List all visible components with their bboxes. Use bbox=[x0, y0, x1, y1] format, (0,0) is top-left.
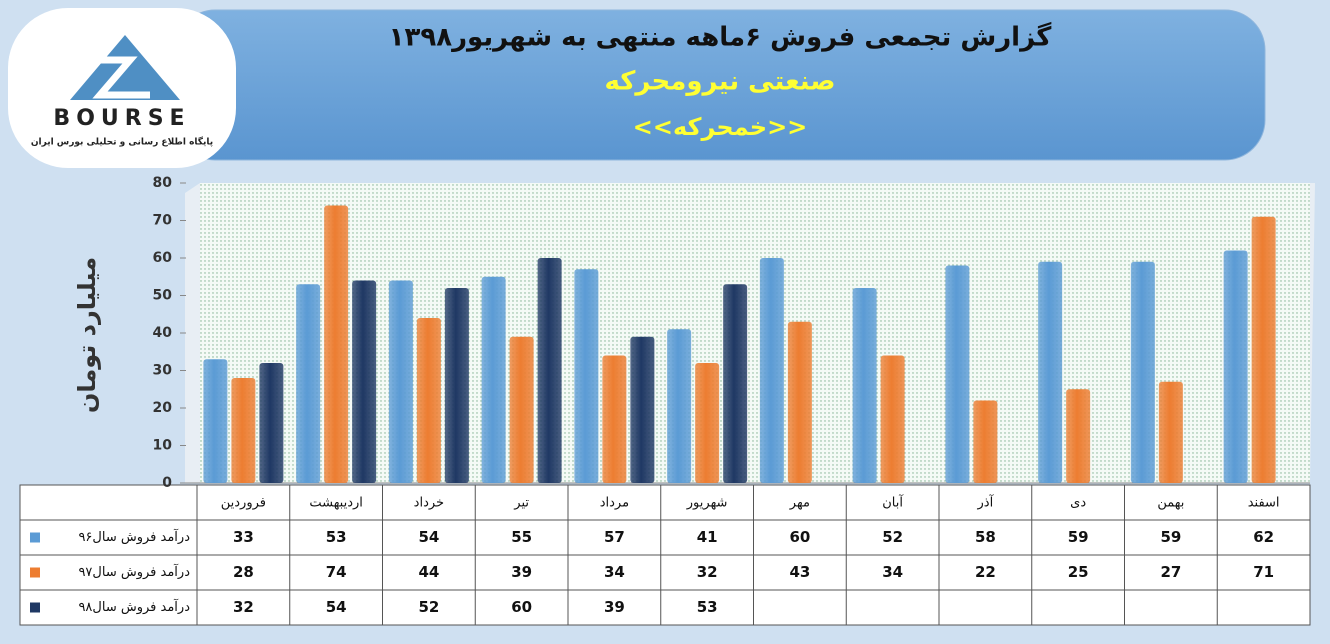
y-axis-title: میلیارد تومان bbox=[73, 257, 101, 413]
bar bbox=[481, 276, 506, 483]
bar bbox=[695, 363, 720, 483]
bar bbox=[1158, 381, 1183, 483]
legend-label: درآمد فروش سال۹۸ bbox=[78, 598, 190, 615]
x-tick-label: بهمن bbox=[1157, 496, 1184, 511]
bar bbox=[416, 318, 441, 483]
x-tick-label: اسفند bbox=[1248, 496, 1280, 511]
table-value: 52 bbox=[882, 528, 903, 546]
chart-subtitle: صنعتی نیرومحرکه bbox=[605, 67, 836, 97]
bar bbox=[509, 336, 534, 483]
table-value: 53 bbox=[697, 598, 718, 616]
x-tick-label: دی bbox=[1070, 496, 1086, 511]
bar bbox=[574, 269, 599, 483]
x-tick-label: خرداد bbox=[414, 496, 444, 511]
bar bbox=[296, 284, 321, 483]
y-tick-label: 0 bbox=[162, 475, 172, 491]
y-tick-label: 50 bbox=[153, 288, 173, 304]
table-value: 54 bbox=[418, 528, 439, 546]
bar bbox=[602, 355, 627, 483]
bar bbox=[787, 321, 812, 483]
table-value: 52 bbox=[418, 598, 439, 616]
legend-swatch bbox=[30, 532, 40, 543]
table-value: 43 bbox=[789, 563, 810, 581]
x-tick-label: مهر bbox=[789, 496, 810, 511]
y-tick-label: 10 bbox=[153, 438, 173, 454]
bar bbox=[444, 288, 469, 483]
bar bbox=[667, 329, 692, 483]
table-value: 57 bbox=[604, 528, 625, 546]
table-value: 59 bbox=[1160, 528, 1181, 546]
table-value: 22 bbox=[975, 563, 996, 581]
bar bbox=[1066, 389, 1091, 483]
bar bbox=[630, 336, 655, 483]
bar bbox=[973, 400, 998, 483]
table-value: 34 bbox=[604, 563, 625, 581]
table-value: 60 bbox=[511, 598, 532, 616]
logo-caption: پایگاه اطلاع رسانی و تحلیلی بورس ایران bbox=[31, 136, 213, 148]
plot-area bbox=[200, 183, 1310, 483]
table-value: 39 bbox=[604, 598, 625, 616]
table-value: 33 bbox=[233, 528, 254, 546]
table-value: 32 bbox=[233, 598, 254, 616]
logo-text: BOURSE bbox=[53, 106, 190, 131]
bar bbox=[759, 258, 784, 483]
x-tick-label: مرداد bbox=[600, 496, 629, 511]
bar bbox=[1251, 216, 1276, 483]
legend-label: درآمد فروش سال۹۷ bbox=[78, 563, 190, 580]
bar bbox=[723, 284, 748, 483]
y-tick-label: 80 bbox=[153, 175, 173, 191]
bar bbox=[537, 258, 562, 483]
bar bbox=[852, 288, 877, 483]
table-value: 41 bbox=[697, 528, 718, 546]
bar bbox=[203, 359, 228, 483]
table-value: 58 bbox=[975, 528, 996, 546]
y-tick-label: 20 bbox=[153, 400, 173, 416]
bar bbox=[352, 280, 377, 483]
table-value: 54 bbox=[326, 598, 347, 616]
y-tick-label: 30 bbox=[153, 363, 173, 379]
table-value: 32 bbox=[697, 563, 718, 581]
table-value: 74 bbox=[326, 563, 347, 581]
x-tick-label: تیر bbox=[513, 496, 529, 511]
x-tick-label: آذر bbox=[977, 494, 995, 511]
table-value: 34 bbox=[882, 563, 903, 581]
bar bbox=[1223, 250, 1248, 483]
bar bbox=[388, 280, 413, 483]
y-tick-label: 40 bbox=[153, 325, 173, 341]
table-value: 59 bbox=[1068, 528, 1089, 546]
bar bbox=[324, 205, 349, 483]
table-value: 44 bbox=[418, 563, 439, 581]
x-tick-label: شهریور bbox=[686, 496, 728, 511]
x-tick-label: اردیبهشت bbox=[309, 496, 363, 511]
table-value: 39 bbox=[511, 563, 532, 581]
bar bbox=[231, 378, 256, 483]
bar bbox=[945, 265, 970, 483]
bar bbox=[1038, 261, 1063, 483]
x-tick-label: فروردین bbox=[221, 496, 266, 511]
legend-swatch bbox=[30, 567, 40, 578]
legend-swatch bbox=[30, 602, 40, 613]
table-value: 60 bbox=[789, 528, 810, 546]
chart-title: گزارش تجمعی فروش ۶ماهه منتهی به شهریور۱۳… bbox=[389, 22, 1053, 53]
table-value: 55 bbox=[511, 528, 532, 546]
table-value: 62 bbox=[1253, 528, 1274, 546]
bar bbox=[1130, 261, 1155, 483]
legend-label: درآمد فروش سال۹۶ bbox=[78, 528, 190, 545]
symbol: <<خمحرکه>> bbox=[633, 113, 808, 141]
logo-mark bbox=[92, 56, 150, 99]
y-tick-label: 60 bbox=[153, 250, 173, 266]
y-tick-label: 70 bbox=[153, 213, 173, 229]
bar bbox=[880, 355, 905, 483]
table-value: 28 bbox=[233, 563, 254, 581]
table-value: 71 bbox=[1253, 563, 1274, 581]
bar bbox=[259, 363, 284, 483]
table-value: 27 bbox=[1160, 563, 1181, 581]
x-tick-label: آبان bbox=[882, 494, 904, 511]
table-value: 25 bbox=[1068, 563, 1089, 581]
table-value: 53 bbox=[326, 528, 347, 546]
